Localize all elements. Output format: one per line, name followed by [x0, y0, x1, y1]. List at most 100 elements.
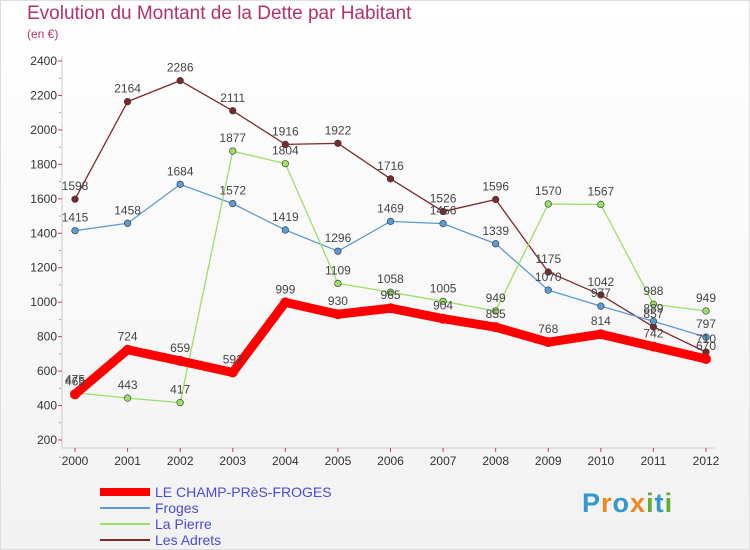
- y-tick-label: 2200: [30, 88, 57, 102]
- data-label: 2111: [220, 91, 245, 105]
- data-label: 1042: [587, 275, 614, 289]
- legend-label: La Pierre: [155, 516, 212, 532]
- data-point: [229, 147, 237, 155]
- data-label: 1419: [272, 210, 299, 224]
- data-point: [490, 322, 501, 333]
- data-point: [544, 268, 552, 276]
- data-point: [122, 344, 133, 355]
- x-tick-label: 2012: [693, 454, 720, 468]
- logo-letter: i: [646, 488, 655, 518]
- x-tick-label: 2003: [219, 454, 246, 468]
- x-tick-label: 2001: [114, 454, 141, 468]
- data-point: [386, 175, 395, 183]
- data-point: [175, 355, 186, 366]
- y-tick-label: 1400: [30, 226, 57, 240]
- legend-swatch: [100, 523, 150, 525]
- data-point: [386, 217, 395, 225]
- data-label: 742: [643, 327, 663, 341]
- data-point: [123, 394, 132, 402]
- data-label: 670: [696, 339, 716, 353]
- x-tick-label: 2002: [167, 454, 194, 468]
- y-tick-label: 1800: [30, 157, 57, 171]
- legend-label: Les Adrets: [155, 532, 222, 548]
- legend-swatch: [100, 488, 150, 496]
- data-point: [334, 279, 342, 288]
- data-point: [229, 200, 237, 208]
- data-point: [123, 98, 132, 106]
- data-label: 930: [328, 294, 348, 308]
- x-tick-label: 2011: [641, 454, 667, 468]
- legend-swatch: [100, 507, 150, 509]
- y-tick-label: 2400: [30, 54, 57, 68]
- data-label: 443: [118, 378, 138, 392]
- data-label: 857: [643, 307, 663, 321]
- legend-label: Froges: [155, 500, 199, 516]
- data-point: [439, 207, 447, 216]
- data-point: [544, 200, 552, 208]
- y-tick-label: 2000: [30, 123, 57, 137]
- data-label: 988: [643, 284, 663, 298]
- x-tick-label: 2000: [62, 454, 89, 468]
- data-label: 1526: [430, 192, 457, 206]
- data-point: [649, 317, 658, 325]
- data-label: 949: [696, 291, 716, 305]
- data-point: [492, 240, 500, 248]
- data-label: 1567: [587, 185, 614, 199]
- logo-letter: t: [654, 488, 665, 518]
- data-point: [71, 227, 79, 235]
- data-point: [544, 286, 552, 294]
- data-label: 1458: [114, 203, 141, 217]
- data-label: 1456: [430, 204, 457, 218]
- data-label: 710: [696, 332, 716, 346]
- data-point: [176, 77, 184, 85]
- data-label: 1804: [272, 144, 299, 158]
- data-point: [385, 303, 396, 314]
- y-tick-label: 1600: [30, 192, 57, 206]
- data-point: [702, 333, 710, 341]
- data-point: [439, 220, 447, 228]
- data-point: [597, 200, 605, 209]
- x-tick-label: 2008: [482, 454, 509, 468]
- data-point: [281, 226, 289, 234]
- data-point: [543, 337, 554, 348]
- logo-letter: r: [601, 488, 613, 518]
- y-tick-label: 1200: [30, 261, 57, 275]
- data-label: 1339: [482, 224, 509, 238]
- legend-label: LE CHAMP-PRèS-FROGES: [155, 484, 332, 500]
- data-point: [71, 195, 79, 203]
- data-label: 1716: [377, 159, 404, 173]
- data-label: 417: [170, 383, 190, 397]
- data-label: 904: [433, 299, 453, 313]
- data-point: [227, 367, 238, 378]
- data-label: 475: [65, 373, 85, 387]
- x-tick-label: 2010: [587, 454, 614, 468]
- proxiti-logo: Proxiti: [582, 488, 673, 519]
- y-tick-label: 200: [37, 433, 57, 447]
- data-label: 724: [118, 330, 138, 344]
- data-label: 1058: [377, 272, 404, 286]
- data-label: 1598: [62, 179, 89, 193]
- data-point: [438, 313, 449, 324]
- data-label: 1684: [167, 164, 194, 178]
- data-label: 1109: [325, 263, 351, 277]
- x-tick-label: 2004: [272, 454, 299, 468]
- data-point: [648, 341, 659, 352]
- data-label: 768: [538, 322, 558, 336]
- data-label: 592: [223, 352, 243, 366]
- data-point: [702, 307, 710, 315]
- data-point: [123, 219, 132, 227]
- y-tick-label: 1000: [30, 295, 57, 309]
- data-label: 949: [486, 291, 506, 305]
- logo-letter: P: [582, 488, 602, 518]
- data-label: 1596: [482, 180, 509, 194]
- data-point: [597, 291, 605, 299]
- logo-letter: i: [664, 488, 674, 518]
- data-point: [280, 297, 291, 308]
- data-label: 2164: [114, 82, 141, 96]
- data-label: 1922: [325, 123, 352, 137]
- data-label: 1415: [62, 211, 89, 225]
- chart-subtitle: (en €): [27, 27, 59, 41]
- data-label: 1916: [272, 124, 299, 138]
